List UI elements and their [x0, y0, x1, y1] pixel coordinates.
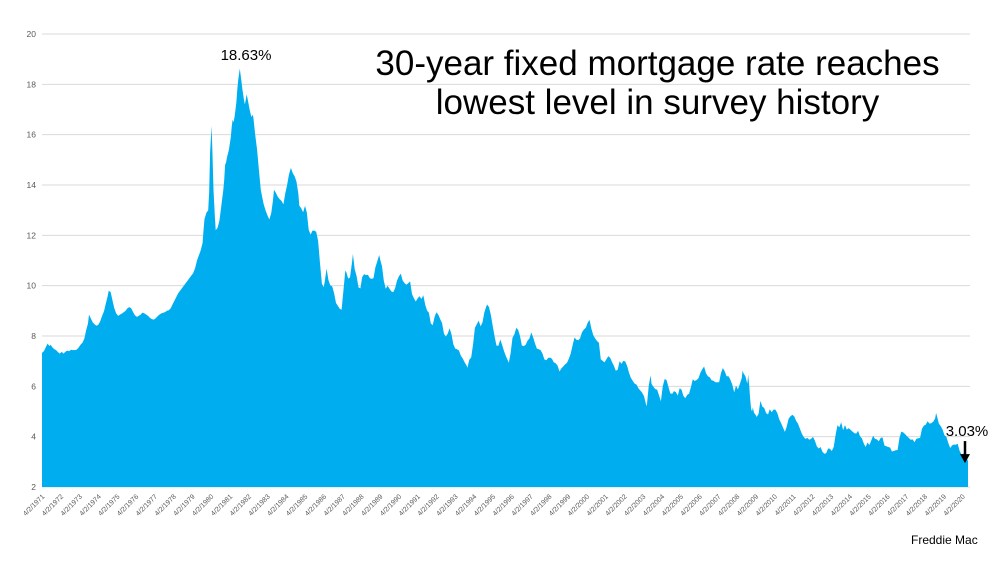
chart-title: 30-year fixed mortgage rate reaches lowe… — [325, 44, 990, 122]
y-axis-tick-label: 6 — [31, 381, 36, 391]
y-axis-tick-label: 14 — [27, 180, 37, 190]
y-axis-tick-label: 4 — [31, 432, 36, 442]
y-axis-tick-label: 10 — [27, 281, 37, 291]
source-label: Freddie Mac — [911, 533, 978, 547]
latest-rate-annotation: 3.03% — [945, 423, 989, 440]
y-axis-tick-label: 18 — [27, 79, 37, 89]
y-axis-tick-label: 16 — [27, 130, 37, 140]
rate-area-series — [42, 68, 968, 487]
y-axis-tick-label: 2 — [31, 482, 36, 492]
down-arrow-head-icon — [960, 454, 970, 464]
y-axis-tick-label: 20 — [27, 29, 37, 39]
y-axis-tick-label: 8 — [31, 331, 36, 341]
chart-title-line1: 30-year fixed mortgage rate reaches — [375, 44, 940, 83]
y-axis-tick-label: 12 — [27, 230, 37, 240]
peak-rate-annotation: 18.63% — [220, 47, 272, 64]
chart-title-line2: lowest level in survey history — [435, 83, 880, 122]
